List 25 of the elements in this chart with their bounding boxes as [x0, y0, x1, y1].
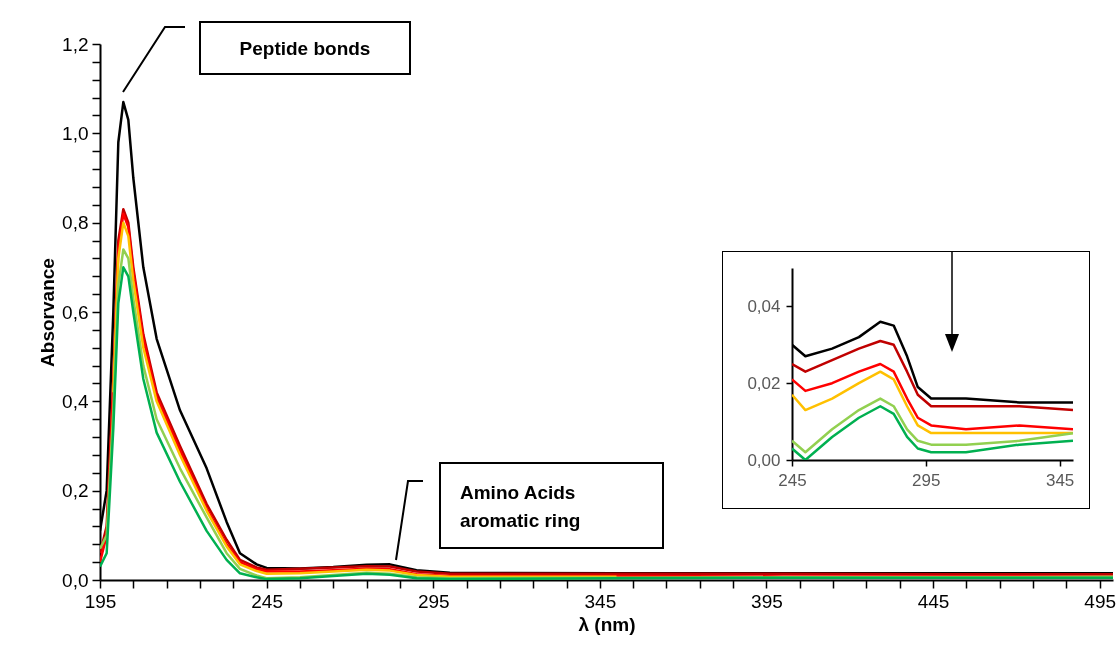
y-tick-label: 1,2 [62, 33, 89, 55]
inset-frame: 245 295 345 0,00 0,02 0,04 [722, 251, 1090, 509]
x-tick-label: 495 [1084, 590, 1117, 612]
y-tick-label: 0,2 [62, 480, 89, 502]
y-tick-label: 0,6 [62, 301, 89, 323]
x-tick-label: 445 [917, 590, 950, 612]
x-tick-label: 345 [584, 590, 617, 612]
annotation: Peptide bonds [239, 38, 371, 59]
y-tick-label: 0,04 [747, 296, 781, 316]
x-tick-label: 395 [751, 590, 783, 612]
x-axis-title: λ (nm) [578, 613, 636, 635]
y-tick-label: 0,00 [747, 450, 781, 470]
y-tick-label: 0,02 [747, 373, 781, 393]
x-tick-label: 295 [417, 590, 450, 612]
y-tick-label: 0,0 [62, 569, 89, 591]
y-tick-label: 1,0 [62, 122, 89, 144]
annotation: Amino Acids aromatic ring [460, 481, 581, 531]
y-tick-label: 0,8 [62, 212, 89, 234]
x-tick-label: 195 [84, 590, 117, 612]
x-tick-label: 295 [912, 470, 941, 490]
x-tick-label: 245 [251, 590, 283, 612]
y-axis-title: Absorvance [37, 258, 59, 367]
y-tick-label: 0,4 [62, 390, 89, 412]
x-tick-label: 345 [1045, 470, 1075, 490]
x-tick-label: 245 [778, 470, 807, 490]
